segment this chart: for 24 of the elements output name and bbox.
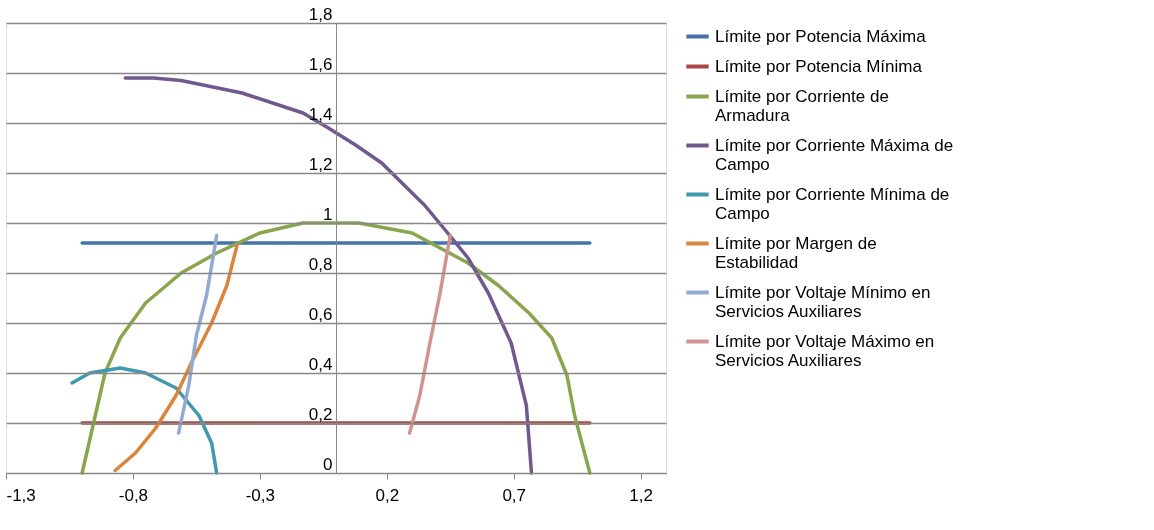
x-tick-label: 0,2 [375,485,400,505]
y-tick-label: 0,4 [308,354,333,374]
y-tick-label: 1,4 [308,104,333,124]
legend-label: Límite por Voltaje Máximo en Servicios Auxiliares [715,331,935,370]
legend-label: Límite por Potencia Máxima [715,26,927,46]
x-tick-label: -0,3 [245,485,275,505]
x-tick-label: -1,3 [6,485,36,505]
legend-label: Límite por Corriente de Armadura [715,86,889,125]
legend-label: Límite por Corriente Mínima de Campo [715,184,950,223]
y-tick-label: 1 [323,204,333,224]
y-tick-label: 0,2 [308,404,333,424]
legend-label: Límite por Potencia Mínima [715,56,923,76]
y-tick-label: 0 [323,454,333,474]
legend-label: Límite por Corriente Máxima de Campo [715,135,954,174]
legend-label: Límite por Voltaje Mínimo en Servicios Auxiliares [715,282,931,321]
x-tick-label: 0,7 [502,485,527,505]
y-tick-label: 0,6 [308,304,333,324]
x-tick-label: 1,2 [629,485,653,505]
legend-label: Límite por Margen de Estabilidad [715,233,877,272]
y-tick-label: 1,2 [308,154,333,174]
x-tick-label: -0,8 [118,485,149,505]
y-tick-label: 1,8 [308,4,333,24]
y-tick-label: 1,6 [308,54,333,74]
y-tick-label: 0,8 [308,254,333,274]
